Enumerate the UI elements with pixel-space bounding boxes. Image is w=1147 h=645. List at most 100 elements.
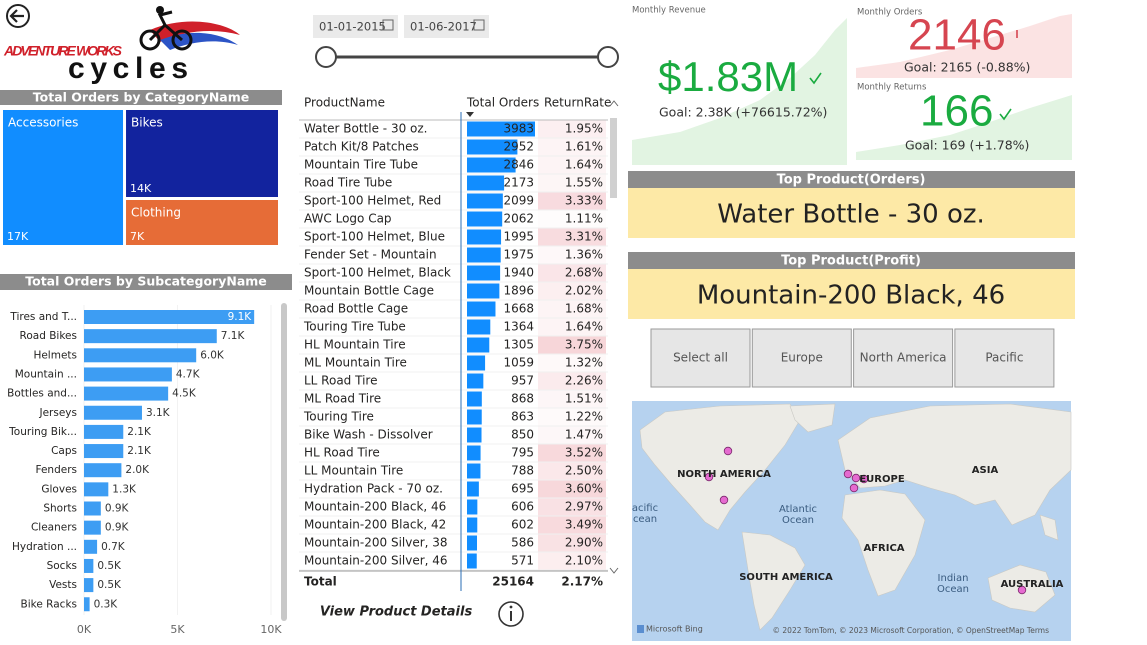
cell-product[interactable]: ML Mountain Tire xyxy=(304,356,407,370)
map-point[interactable] xyxy=(1017,585,1027,595)
date-input[interactable] xyxy=(404,15,489,38)
map-point[interactable] xyxy=(719,495,729,505)
treemap-tile[interactable] xyxy=(126,200,279,245)
data-bar xyxy=(467,283,500,299)
cell-product[interactable]: Patch Kit/8 Patches xyxy=(304,140,419,154)
column-header[interactable]: Total Orders xyxy=(466,96,539,110)
cell-return-rate: 2.90% xyxy=(565,536,603,550)
bar[interactable] xyxy=(84,501,101,516)
bar[interactable] xyxy=(84,520,101,535)
return-rate-shade xyxy=(538,246,606,264)
bar[interactable] xyxy=(84,310,255,324)
cell-orders: 606 xyxy=(511,500,534,514)
bar[interactable] xyxy=(84,597,90,612)
cell-product[interactable]: Fender Set - Mountain xyxy=(304,248,437,262)
map-point[interactable] xyxy=(843,469,853,479)
cell-orders: 2173 xyxy=(503,176,534,190)
column-header[interactable]: ReturnRate xyxy=(544,96,611,110)
map-point[interactable] xyxy=(849,483,859,493)
cell-product[interactable]: Touring Tire xyxy=(303,410,374,424)
data-bar xyxy=(467,265,501,281)
data-bar xyxy=(467,427,482,443)
bar[interactable] xyxy=(84,482,109,497)
cell-return-rate: 2.68% xyxy=(565,266,603,280)
map-label: SOUTH AMERICA xyxy=(739,572,833,583)
bar[interactable] xyxy=(84,329,217,344)
bar[interactable] xyxy=(84,348,197,363)
treemap-tile[interactable] xyxy=(3,110,124,245)
cell-product[interactable]: LL Road Tire xyxy=(304,374,377,388)
logo-rider xyxy=(148,10,183,42)
cell-product[interactable]: Road Tire Tube xyxy=(304,176,392,190)
bar[interactable] xyxy=(84,424,124,439)
total-orders: 25164 xyxy=(492,575,534,589)
logo-wheel xyxy=(171,29,193,51)
tile-value: 7K xyxy=(130,230,145,243)
cell-product[interactable]: Mountain Tire Tube xyxy=(304,158,418,172)
cell-product[interactable]: Mountain Bottle Cage xyxy=(304,284,434,298)
data-label: 7.1K xyxy=(221,330,246,342)
return-rate-shade xyxy=(538,498,606,516)
cell-product[interactable]: Road Bottle Cage xyxy=(304,302,408,316)
data-bar xyxy=(467,463,481,479)
column-header[interactable]: ProductName xyxy=(304,96,385,110)
info-icon[interactable] xyxy=(498,601,524,627)
x-tick-label: 10K xyxy=(260,623,282,636)
scrollbar[interactable] xyxy=(610,118,617,198)
cell-product[interactable]: AWC Logo Cap xyxy=(304,212,392,226)
bar[interactable] xyxy=(84,578,94,593)
back-button[interactable] xyxy=(6,4,30,28)
bar[interactable] xyxy=(84,558,94,573)
cell-product[interactable]: Mountain-200 Silver, 46 xyxy=(304,554,448,568)
slider-handle[interactable] xyxy=(315,46,337,68)
cell-product[interactable]: LL Mountain Tire xyxy=(304,464,403,478)
slicer-button[interactable] xyxy=(853,328,954,388)
return-rate-shade xyxy=(538,264,606,282)
scroll-down[interactable] xyxy=(609,567,619,574)
cell-return-rate: 2.26% xyxy=(565,374,603,388)
cell-product[interactable]: Mountain-200 Black, 46 xyxy=(304,500,446,514)
bar[interactable] xyxy=(84,463,122,478)
slicer-button[interactable] xyxy=(650,328,751,388)
kpi-value: 166 xyxy=(920,87,993,136)
bar[interactable] xyxy=(84,444,124,459)
data-label: 4.7K xyxy=(176,368,201,380)
date-input[interactable] xyxy=(313,15,398,38)
scrollbar[interactable] xyxy=(281,303,287,621)
cell-product[interactable]: Sport-100 Helmet, Red xyxy=(304,194,441,208)
cell-product[interactable]: Mountain-200 Black, 42 xyxy=(304,518,446,532)
cell-product[interactable]: Sport-100 Helmet, Black xyxy=(304,266,451,280)
x-tick-label: 5K xyxy=(170,623,185,636)
map-label: Ocean xyxy=(937,584,969,595)
kpi-value: $1.83M xyxy=(658,53,798,100)
map-point[interactable] xyxy=(851,473,861,483)
kpi-check xyxy=(999,108,1012,121)
map-point[interactable] xyxy=(859,474,869,484)
cell-product[interactable]: Sport-100 Helmet, Blue xyxy=(304,230,445,244)
cell-product[interactable]: Touring Tire Tube xyxy=(303,320,406,334)
slicer-button[interactable] xyxy=(954,328,1055,388)
bar[interactable] xyxy=(84,405,142,420)
bar[interactable] xyxy=(84,539,98,554)
kpi-value: 2146 xyxy=(908,11,1006,60)
map-point[interactable] xyxy=(704,472,714,482)
bar[interactable] xyxy=(84,367,172,382)
cell-product[interactable]: Mountain-200 Silver, 38 xyxy=(304,536,448,550)
cell-product[interactable]: ML Road Tire xyxy=(304,392,381,406)
cell-product[interactable]: Water Bottle - 30 oz. xyxy=(304,122,428,136)
visual-title: Total Orders by SubcategoryName xyxy=(25,274,267,289)
treemap-tile[interactable] xyxy=(126,110,279,197)
map-point[interactable] xyxy=(723,446,733,456)
details-button[interactable]: View Product Details xyxy=(320,605,473,620)
bar[interactable] xyxy=(84,386,169,401)
cell-product[interactable]: HL Mountain Tire xyxy=(304,338,406,352)
info-icon-dot xyxy=(509,605,513,609)
cell-product[interactable]: Hydration Pack - 70 oz. xyxy=(304,482,443,496)
slicer-button[interactable] xyxy=(751,328,852,388)
calendar-icon xyxy=(473,19,485,31)
cell-product[interactable]: Bike Wash - Dissolver xyxy=(304,428,433,442)
scroll-up[interactable] xyxy=(609,100,619,107)
cell-product[interactable]: HL Road Tire xyxy=(304,446,380,460)
slider-handle[interactable] xyxy=(597,46,619,68)
